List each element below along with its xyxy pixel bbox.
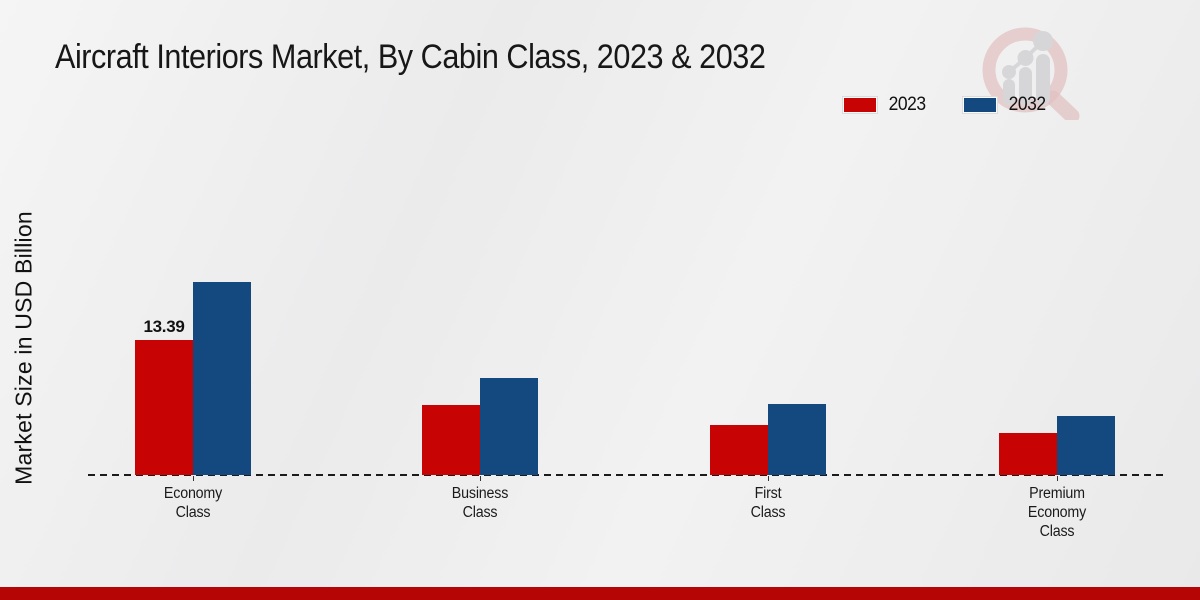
x-axis-tick-economy-class: [193, 476, 194, 481]
chart-title: Aircraft Interiors Market, By Cabin Clas…: [55, 38, 766, 76]
legend-swatch-2023: [843, 97, 877, 113]
category-label-economy-class: Economy Class: [163, 485, 223, 521]
trend-bars-icon: [1002, 31, 1053, 105]
bar-2032-business-class: [480, 378, 538, 475]
legend-item-2023: 2023: [843, 94, 927, 116]
bar-2023-economy-class: [135, 340, 193, 475]
x-axis-tick-business-class: [480, 476, 481, 481]
bar-2023-business-class: [422, 405, 480, 475]
category-label-first-class: First Class: [750, 485, 786, 521]
legend: 2023 2032: [843, 94, 1048, 116]
magnifier-icon: [982, 27, 1080, 120]
footer-accent-bar: [0, 587, 1200, 600]
bar-2023-premium-economy-class: [999, 433, 1057, 475]
category-label-business-class: Business Class: [451, 485, 509, 521]
legend-label-2023: 2023: [888, 94, 927, 115]
magnifier-bar-chart-logo: [982, 27, 1080, 120]
x-axis-baseline: [88, 474, 1164, 476]
data-label-2023-economy-class: 13.39: [143, 317, 185, 336]
legend-label-2032: 2032: [1008, 94, 1047, 115]
category-label-premium-economy-class: Premium Economy Class: [1027, 485, 1087, 540]
bar-2032-economy-class: [193, 282, 251, 475]
x-axis-tick-first-class: [768, 476, 769, 481]
bar-2032-first-class: [768, 404, 826, 475]
bar-2023-first-class: [710, 425, 768, 475]
legend-item-2032: 2032: [963, 94, 1047, 116]
legend-swatch-2032: [963, 97, 998, 113]
x-axis-tick-premium-economy-class: [1057, 476, 1058, 481]
bar-2032-premium-economy-class: [1057, 416, 1115, 475]
